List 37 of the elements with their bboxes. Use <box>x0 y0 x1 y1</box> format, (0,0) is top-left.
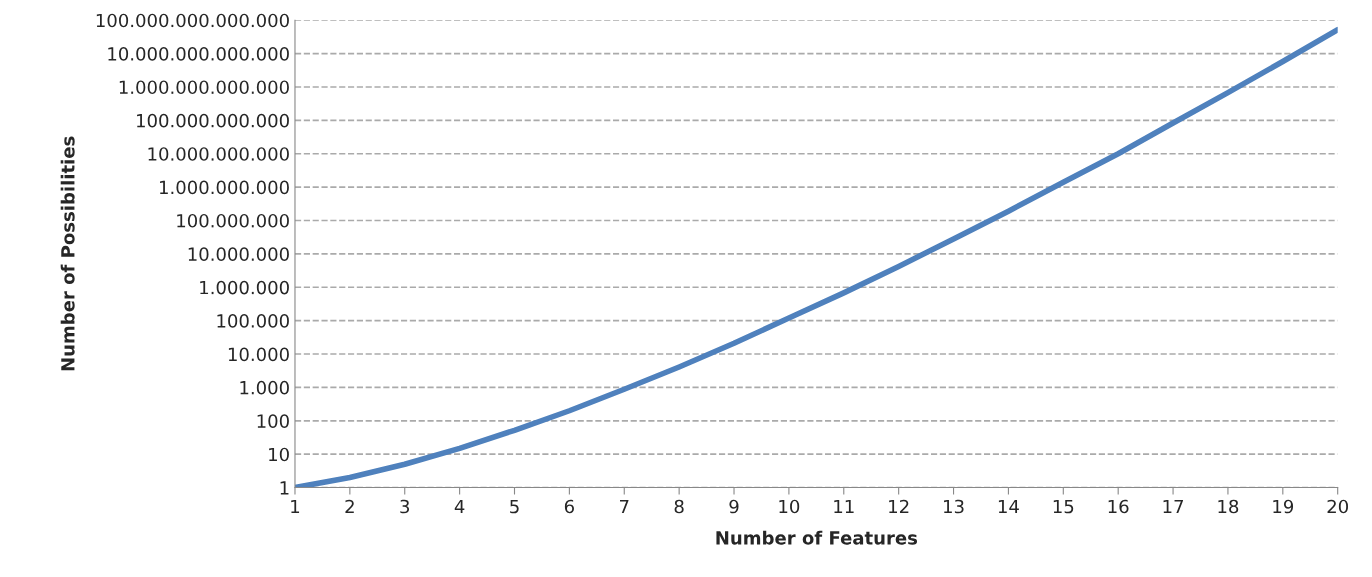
x-tick-label: 11 <box>834 499 854 514</box>
x-tick-label: 1 <box>291 499 300 514</box>
x-tick-label: 5 <box>510 499 519 514</box>
x-tick-label: 20 <box>1327 499 1348 514</box>
x-tick-label: 4 <box>454 499 465 514</box>
y-tick-label: 100 <box>257 414 289 428</box>
x-tick-label: 10 <box>779 499 800 514</box>
y-axis-title: Number of Possibilities <box>60 136 75 371</box>
x-tick-label: 16 <box>1108 499 1129 514</box>
x-axis-title: Number of Features <box>716 530 918 545</box>
x-tick-label: 6 <box>564 499 574 514</box>
x-tick-label: 12 <box>889 499 909 514</box>
y-tick-label: 100.000.000 <box>177 213 289 228</box>
y-tick-label: 10 <box>269 447 289 462</box>
x-tick-label: 13 <box>944 499 964 514</box>
y-tick-label: 10.000.000.000 <box>148 147 289 161</box>
y-tick-label: 1.000.000.000 <box>160 180 289 195</box>
y-tick-label: 10.000 <box>228 347 289 362</box>
x-tick-label: 18 <box>1218 499 1239 514</box>
x-tick-label: 19 <box>1273 499 1294 514</box>
y-tick-label: 100.000.000.000.000 <box>96 13 289 28</box>
y-tick-label: 10.000.000.000.000 <box>108 47 289 61</box>
x-tick-label: 2 <box>345 499 354 514</box>
x-tick-label: 15 <box>1053 499 1074 514</box>
x-tick-label: 7 <box>620 499 629 514</box>
y-tick-label: 1.000.000.000.000 <box>119 80 289 95</box>
y-tick-label: 10.000.000 <box>188 247 289 261</box>
x-tick-label: 17 <box>1163 499 1183 514</box>
x-tick-label: 3 <box>400 499 410 514</box>
y-tick-label: 1 <box>280 481 289 495</box>
y-tick-label: 1.000 <box>240 380 289 395</box>
x-tick-label: 8 <box>674 499 684 514</box>
x-tick-label: 9 <box>729 499 739 514</box>
x-tick-label: 14 <box>998 499 1019 514</box>
y-tick-label: 100.000.000.000 <box>137 113 289 128</box>
y-tick-label: 100.000 <box>217 314 289 328</box>
y-tick-label: 1.000.000 <box>200 280 289 295</box>
